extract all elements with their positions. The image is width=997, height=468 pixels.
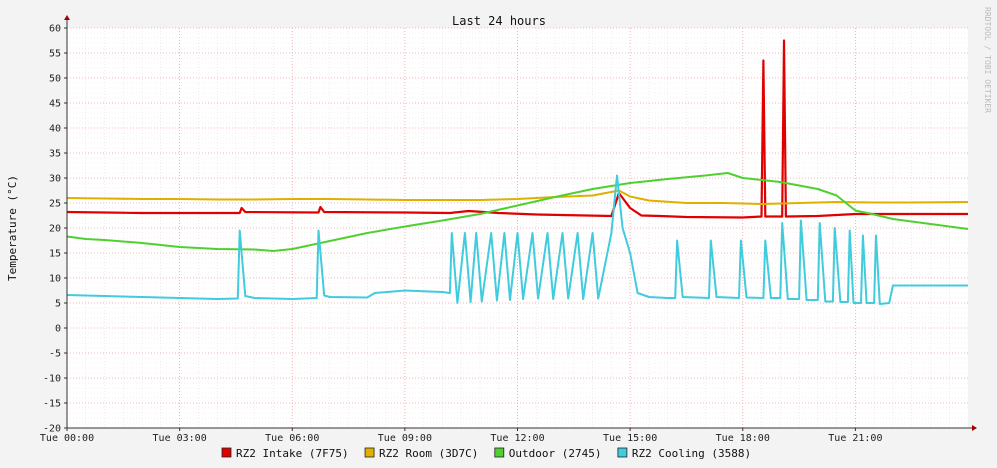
series-line-3 <box>66 172 969 252</box>
x-tick-label: Tue 00:00 <box>40 433 94 444</box>
y-tick-label: 20 <box>49 224 61 235</box>
legend-swatch-4 <box>617 447 628 458</box>
y-tick-label: 15 <box>49 249 61 260</box>
x-tick-label: Tue 15:00 <box>603 433 657 444</box>
legend-swatch-3 <box>494 447 505 458</box>
y-tick-label: 35 <box>49 149 61 160</box>
y-tick-label: 30 <box>49 174 61 185</box>
y-tick-label: 45 <box>49 99 61 110</box>
grid-layer <box>66 27 968 429</box>
axis-layer <box>64 15 977 431</box>
y-tick-label: 60 <box>49 24 61 35</box>
series-line-4 <box>66 174 968 305</box>
x-tick-label: Tue 09:00 <box>378 433 432 444</box>
y-tick-label: -15 <box>43 399 61 410</box>
legend-label-1: RZ2 Intake (7F75) <box>236 447 349 460</box>
y-tick-label: 25 <box>49 199 61 210</box>
x-axis-arrow <box>972 425 977 431</box>
legend-swatch-1 <box>221 447 232 458</box>
y-tick-label: -5 <box>49 349 61 360</box>
x-tick-label: Tue 03:00 <box>153 433 207 444</box>
rrdtool-watermark: RRDTOOL / TOBI OETIKER <box>983 7 992 113</box>
y-tick-label: 0 <box>55 324 61 335</box>
legend-label-3: Outdoor (2745) <box>509 447 602 460</box>
y-tick-label: 50 <box>49 74 61 85</box>
x-tick-label: Tue 21:00 <box>828 433 882 444</box>
y-tick-label: -10 <box>43 374 61 385</box>
y-axis-arrow <box>64 15 70 20</box>
legend-label-4: RZ2 Cooling (3588) <box>632 447 751 460</box>
y-tick-label: 40 <box>49 124 61 135</box>
x-tick-label: Tue 12:00 <box>490 433 544 444</box>
x-tick-label: Tue 18:00 <box>716 433 770 444</box>
y-tick-label: 5 <box>55 299 61 310</box>
y-tick-label: 55 <box>49 49 61 60</box>
x-tick-label: Tue 06:00 <box>265 433 319 444</box>
y-tick-label: 10 <box>49 274 61 285</box>
legend-label-2: RZ2 Room (3D7C) <box>379 447 478 460</box>
y-axis-label: Temperature (°C) <box>6 175 19 281</box>
legend-swatch-2 <box>364 447 375 458</box>
series-line-2 <box>66 189 969 205</box>
chart-title: Last 24 hours <box>452 14 546 28</box>
series-layer <box>66 39 969 305</box>
y-tick-label: -20 <box>43 424 61 435</box>
legend: RZ2 Intake (7F75) RZ2 Room (3D7C) Outdoor … <box>221 447 751 460</box>
